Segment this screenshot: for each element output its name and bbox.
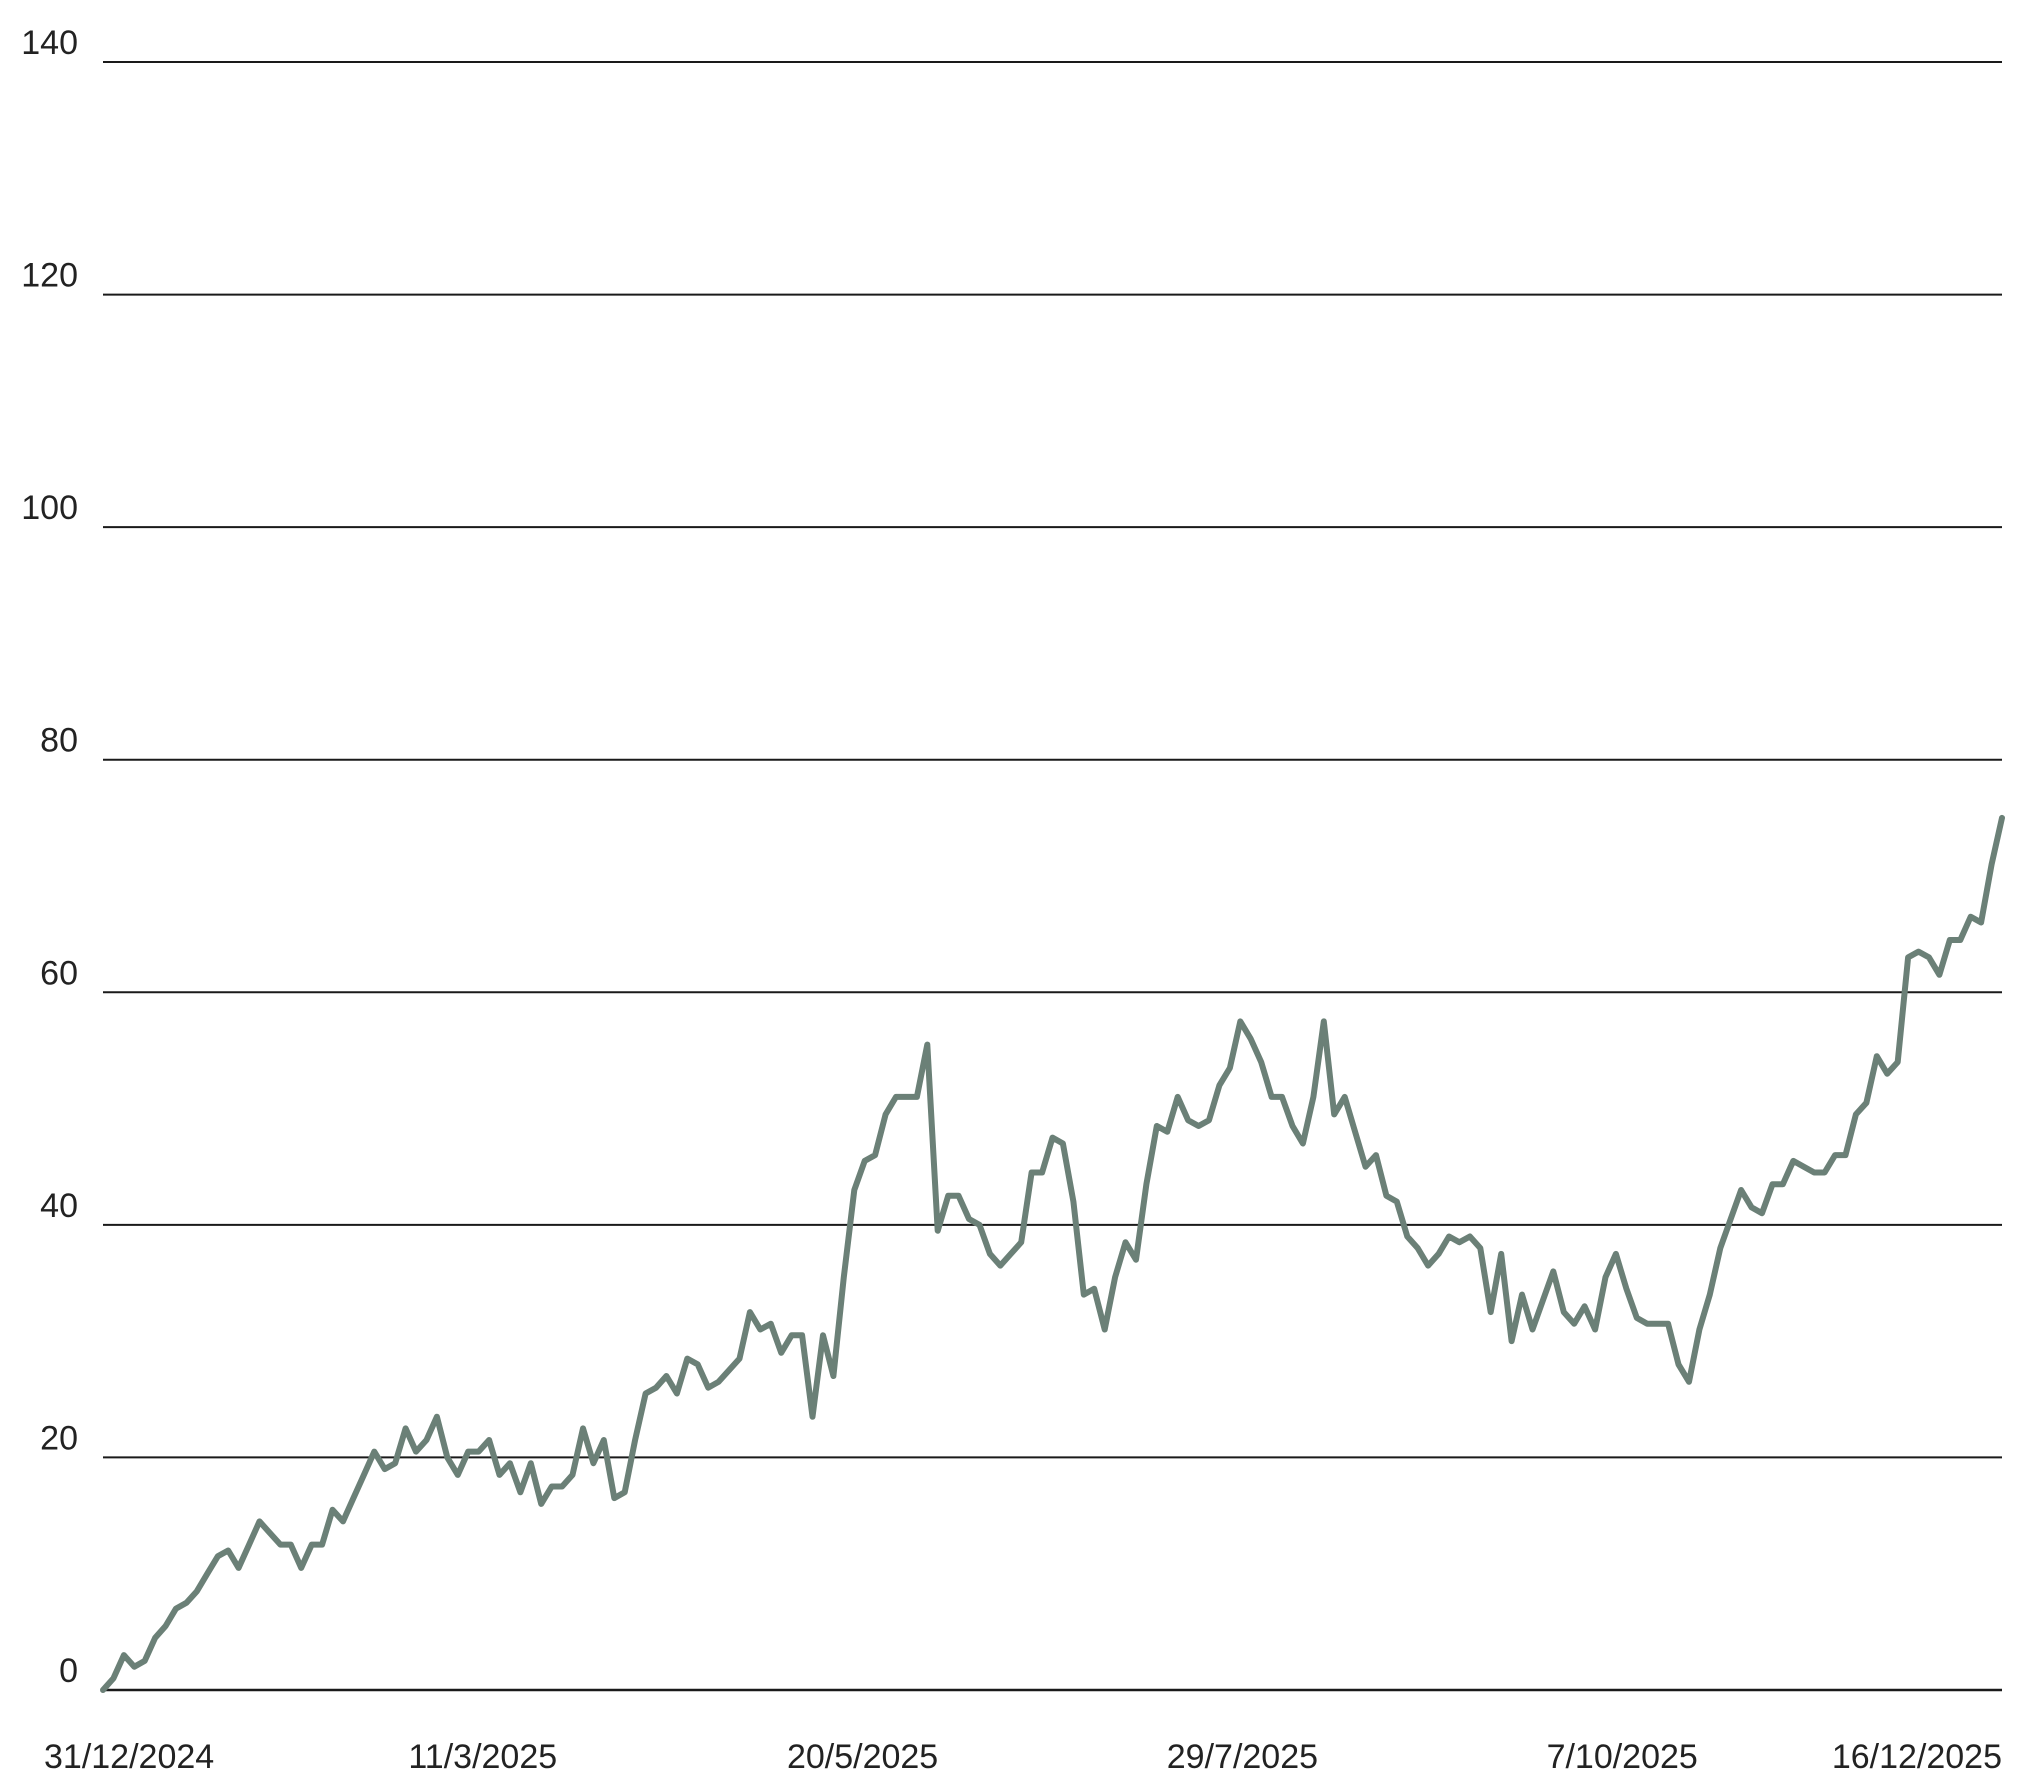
y-tick-label: 20 <box>40 1419 78 1457</box>
series-layer <box>100 814 2005 1693</box>
y-tick-label: 60 <box>40 954 78 992</box>
series-line-0 <box>100 814 2005 1693</box>
x-tick-label: 20/5/2025 <box>787 1738 938 1776</box>
gridlines <box>103 61 2002 1692</box>
y-tick-label: 120 <box>21 257 78 295</box>
y-tick-label: 140 <box>21 24 78 62</box>
x-tick-label: 7/10/2025 <box>1547 1738 1698 1776</box>
x-tick-label: 11/3/2025 <box>408 1738 557 1776</box>
x-tick-label: 16/12/2025 <box>1832 1738 2002 1776</box>
y-axis-ticks: 0 20 40 60 80 100 120 140 <box>21 24 78 1690</box>
x-tick-label: 29/7/2025 <box>1167 1738 1318 1776</box>
y-tick-label: 100 <box>21 489 78 527</box>
x-tick-label: 31/12/2024 <box>44 1738 214 1776</box>
x-axis-ticks: 31/12/2024 11/3/2025 20/5/2025 29/7/2025 7/1… <box>44 1738 2002 1776</box>
y-tick-label: 80 <box>40 722 78 760</box>
y-tick-label: 0 <box>59 1652 78 1690</box>
y-tick-label: 40 <box>40 1187 78 1225</box>
